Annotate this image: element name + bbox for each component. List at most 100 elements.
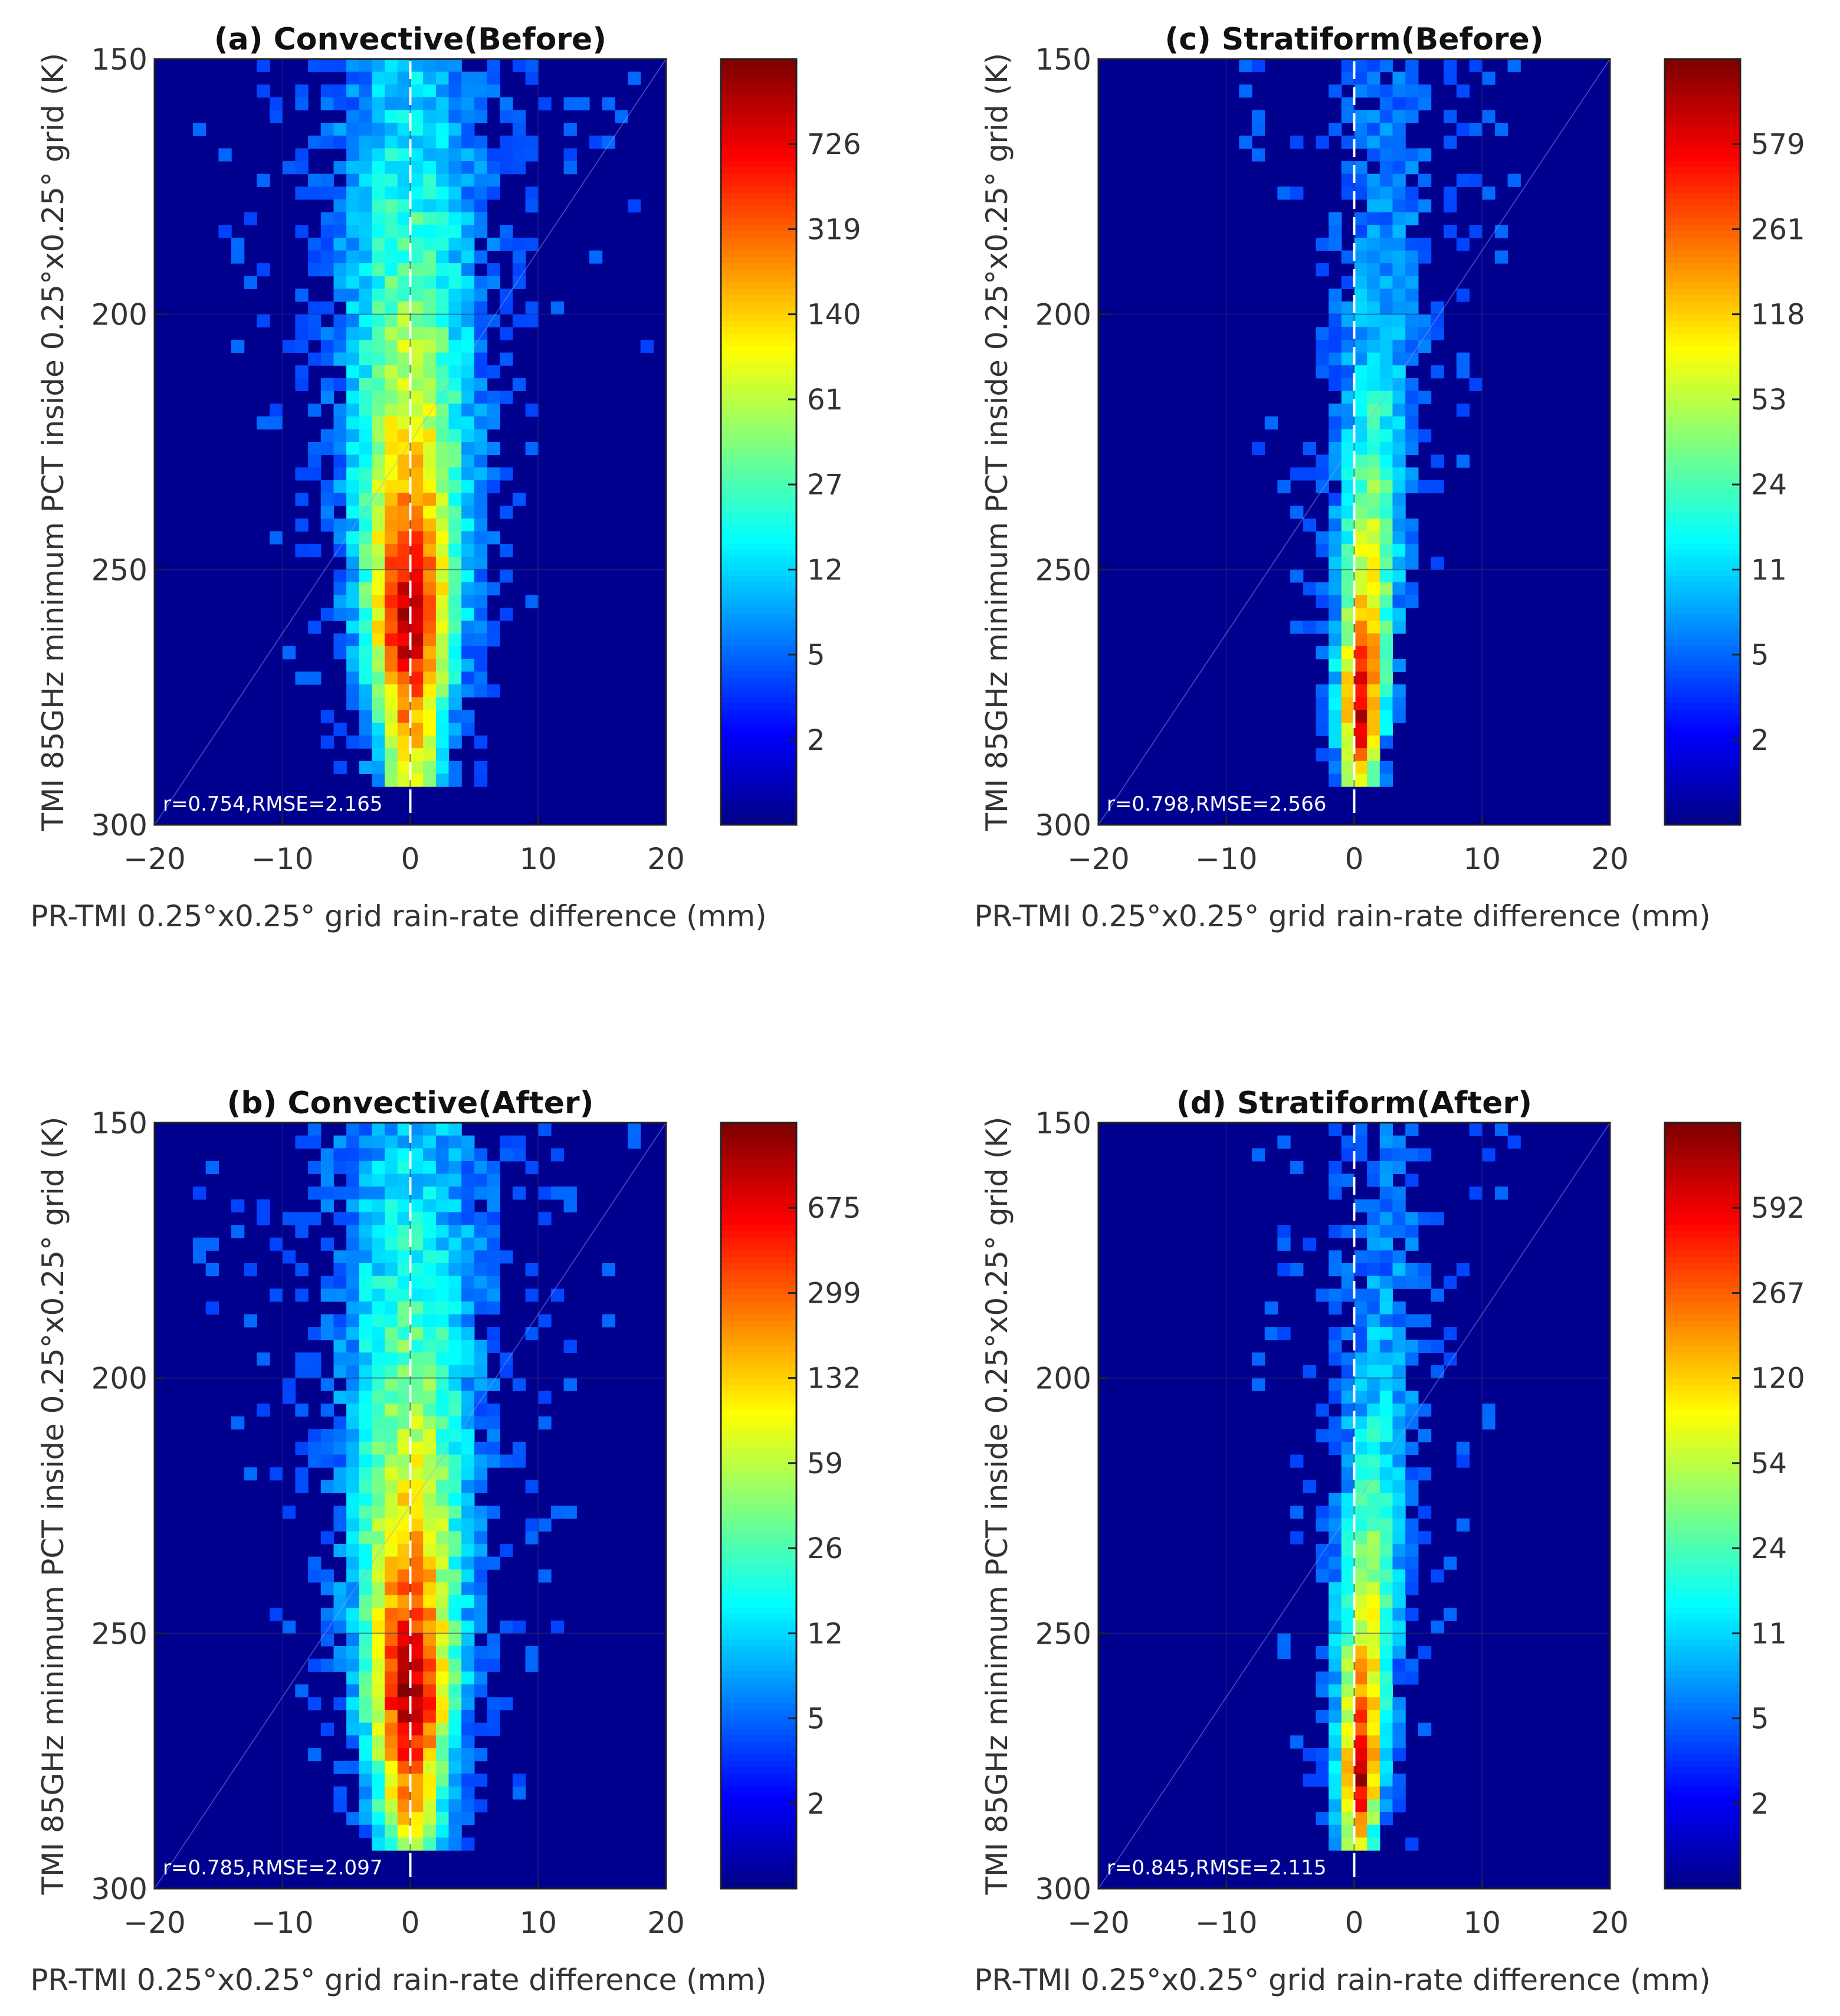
heatmap-cell <box>1354 1620 1367 1634</box>
x-tick-label: 20 <box>1591 842 1629 876</box>
heatmap-cell <box>1329 569 1342 583</box>
colorbar-segment <box>1665 678 1740 685</box>
heatmap-cell <box>410 110 424 123</box>
heatmap-cell <box>372 429 385 442</box>
colorbar-segment <box>721 1812 796 1819</box>
heatmap-cell <box>372 97 385 111</box>
colorbar-segment <box>721 1409 796 1417</box>
heatmap-cell <box>1431 1365 1444 1379</box>
heatmap-cell <box>487 1339 500 1353</box>
heatmap-cell <box>474 110 488 123</box>
heatmap-cell <box>1316 1403 1329 1417</box>
heatmap-cell <box>1379 1480 1393 1493</box>
colorbar-segment <box>721 1716 796 1723</box>
colorbar-segment <box>721 65 796 73</box>
heatmap-cell <box>397 506 411 519</box>
heatmap-cell <box>423 1582 437 1595</box>
heatmap-cell <box>346 1352 360 1366</box>
heatmap-cell <box>487 1441 500 1455</box>
heatmap-cell <box>359 1735 373 1749</box>
heatmap-cell <box>1379 760 1393 774</box>
heatmap-cell <box>487 1225 500 1238</box>
colorbar-segment <box>721 710 796 717</box>
colorbar-segment <box>721 1339 796 1347</box>
heatmap-cell <box>589 250 603 264</box>
heatmap-cell <box>448 365 462 379</box>
heatmap-cell <box>397 722 411 736</box>
heatmap-cell <box>487 161 500 175</box>
colorbar-tick-label: 132 <box>807 1362 861 1395</box>
heatmap-cell <box>359 1722 373 1736</box>
heatmap-cell <box>1418 314 1432 327</box>
heatmap-cell <box>397 735 411 749</box>
heatmap-cell <box>435 1123 450 1136</box>
colorbar-segment <box>721 1378 796 1385</box>
heatmap-cell <box>346 378 360 391</box>
heatmap-cell <box>474 506 488 519</box>
colorbar-segment <box>1665 486 1740 494</box>
heatmap-cell <box>487 365 500 379</box>
heatmap-cell <box>410 1748 424 1762</box>
heatmap-cell <box>359 1416 373 1430</box>
heatmap-cell <box>448 1263 462 1277</box>
colorbar-segment <box>721 1703 796 1710</box>
colorbar-segment <box>721 1869 796 1877</box>
heatmap-cell <box>346 199 360 213</box>
colorbar-segment <box>721 1384 796 1392</box>
heatmap-cell <box>1329 1352 1342 1366</box>
colorbar-segment <box>721 1167 796 1175</box>
heatmap-cell <box>320 1327 334 1340</box>
colorbar-segment <box>721 442 796 449</box>
heatmap-cell <box>487 582 500 596</box>
heatmap-cell <box>410 416 424 430</box>
colorbar-segment <box>1665 1409 1740 1417</box>
colorbar-segment <box>1665 295 1740 302</box>
heatmap-cell <box>500 289 513 302</box>
heatmap-cell <box>295 1480 309 1493</box>
heatmap-cell <box>257 1212 270 1225</box>
heatmap-cell <box>628 71 641 85</box>
heatmap-cell <box>1405 1263 1419 1277</box>
heatmap-cell <box>1367 212 1380 225</box>
heatmap-cell <box>359 1161 373 1175</box>
colorbar-frame <box>1664 1122 1741 1890</box>
colorbar-segment <box>1665 1608 1740 1615</box>
heatmap-cell <box>1367 1391 1380 1404</box>
heatmap-cell <box>1354 595 1367 608</box>
heatmap-cell <box>1367 544 1380 558</box>
y-axis-label: TMI 85GHz minimum PCT inside 0.25°x0.25°… <box>980 53 1014 832</box>
heatmap-cell <box>1392 225 1406 238</box>
heatmap-cell <box>385 1774 398 1787</box>
heatmap-cell <box>359 544 373 558</box>
heatmap-cell <box>410 71 424 85</box>
colorbar-segment <box>721 1576 796 1583</box>
heatmap-cell <box>448 722 462 736</box>
heatmap-cell <box>423 467 437 481</box>
heatmap-cell <box>257 1403 270 1417</box>
colorbar-segment <box>1665 416 1740 424</box>
colorbar-segment <box>721 1748 796 1755</box>
heatmap-cell <box>423 416 437 430</box>
heatmap-cell <box>435 1837 450 1851</box>
heatmap-cell <box>346 1289 360 1302</box>
heatmap-cell <box>1316 1761 1329 1774</box>
colorbar-segment <box>1665 257 1740 264</box>
heatmap-cell <box>435 1748 450 1762</box>
stats-annotation: r=0.845,RMSE=2.115 <box>1107 1856 1326 1880</box>
heatmap-cell <box>1469 59 1483 73</box>
heatmap-cell <box>512 148 526 162</box>
heatmap-cell <box>410 1289 424 1302</box>
heatmap-cell <box>410 1543 424 1558</box>
heatmap-cell <box>474 148 488 162</box>
heatmap-cell <box>1290 186 1304 200</box>
heatmap-cell <box>410 186 424 200</box>
colorbar-segment <box>721 1658 796 1666</box>
heatmap-cell <box>512 1454 526 1468</box>
colorbar-segment <box>721 1486 796 1494</box>
colorbar-segment <box>721 1429 796 1436</box>
colorbar-segment <box>1665 697 1740 704</box>
heatmap-cell <box>320 1276 334 1289</box>
heatmap-cell <box>410 1824 424 1838</box>
heatmap-cell <box>320 186 334 200</box>
heatmap-cell <box>372 518 385 532</box>
